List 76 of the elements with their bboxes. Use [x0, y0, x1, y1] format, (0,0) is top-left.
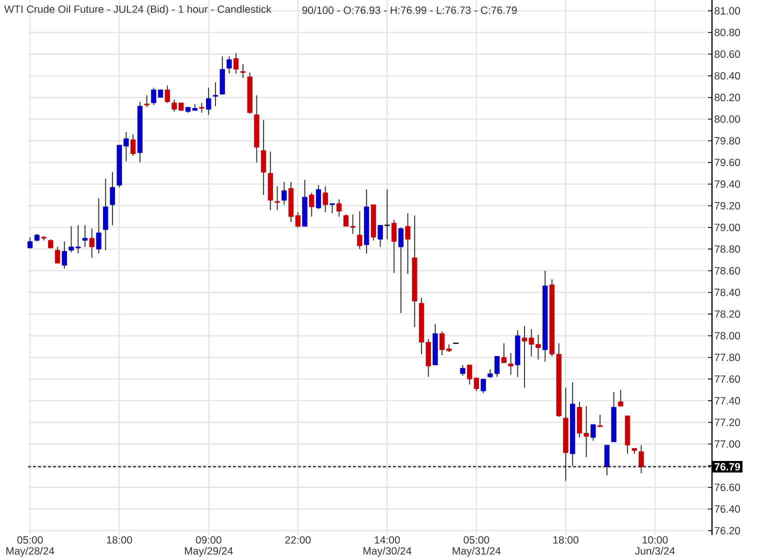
candlestick [240, 63, 246, 78]
y-tick-label: 81.00 [714, 7, 740, 15]
candlestick [357, 210, 362, 250]
candlestick [62, 241, 67, 270]
candlestick [206, 87, 212, 116]
x-tick-label: 05:00 May/28/24 [6, 536, 54, 557]
y-tick-label: 80.40 [714, 72, 740, 80]
y-tick-label: 79.20 [714, 202, 740, 210]
y-tick-label: 80.00 [714, 115, 740, 123]
candlestick [466, 364, 472, 385]
candlestick [226, 56, 232, 74]
candlestick [336, 198, 342, 218]
y-tick-label: 76.20 [714, 526, 740, 534]
candlestick [212, 82, 218, 107]
y-tick-label: 79.60 [714, 158, 740, 166]
y-tick-label: 78.60 [714, 267, 740, 274]
candlestick [89, 228, 94, 258]
y-tick-label: 80.60 [714, 50, 740, 58]
y-tick-label: 80.20 [714, 94, 740, 102]
candlestick [82, 224, 88, 248]
y-tick-label: 78.20 [714, 310, 740, 318]
candlestick [590, 424, 596, 442]
y-tick-label: 77.80 [714, 354, 740, 362]
candlestick [199, 102, 204, 114]
candlestick [378, 224, 383, 248]
y-tick-label: 77.60 [714, 375, 740, 383]
candlestick [96, 198, 102, 254]
candlestick [405, 212, 410, 274]
y-tick-label: 79.40 [714, 180, 740, 188]
candlestick [309, 192, 314, 218]
candlestick [604, 444, 610, 476]
ref-line-label: 76.79 [714, 463, 740, 470]
candlestick [103, 178, 108, 251]
candlestick [480, 378, 486, 394]
candlestick [110, 172, 116, 226]
candlestick [260, 120, 266, 196]
chart-title: WTI Crude Oil Future - JUL24 (Bid) - 1 hour - Candlestick [4, 5, 272, 15]
candlestick [597, 414, 603, 428]
candlestick [130, 134, 136, 156]
candlestick [27, 236, 33, 249]
chart-subtitle: 90/100 - O:76.93 - H:76.99 - L:76.73 - C:76.79 [302, 6, 517, 14]
candlestick [638, 444, 644, 474]
candlestick [274, 186, 280, 211]
x-tick-label: 18:00 [106, 536, 132, 544]
x-tick-label: 22:00 [285, 536, 311, 544]
candlestick [391, 219, 397, 274]
y-tick-label: 77.40 [714, 396, 740, 404]
candlestick [54, 246, 60, 264]
candlestick [460, 364, 466, 376]
candlestick [234, 52, 239, 74]
y-tick-label: 77.20 [714, 418, 740, 426]
x-tick-label: 09:00 May/29/24 [184, 536, 233, 557]
y-tick-label: 79.80 [714, 137, 740, 145]
candlestick [322, 186, 328, 213]
candlestick [474, 377, 480, 392]
x-tick-label: 05:00 May/31/24 [452, 536, 501, 557]
x-tick-label: 14:00 May/30/24 [364, 536, 412, 557]
candlestick [282, 181, 287, 206]
candlestick [501, 342, 507, 364]
y-tick-label: 80.80 [714, 28, 740, 36]
candlestick [316, 184, 322, 210]
x-tick-label: 10:00 Jun/3/24 [635, 536, 675, 555]
y-tick-label: 76.60 [714, 484, 740, 492]
x-tick-label: 18:00 [553, 536, 578, 544]
candlestick [144, 94, 150, 108]
y-tick-label: 78.00 [714, 332, 740, 340]
y-tick-label: 78.40 [714, 288, 740, 296]
candlestick [330, 203, 335, 214]
candlestick [618, 389, 624, 407]
y-tick-label: 78.80 [714, 245, 740, 253]
candlestick [398, 226, 404, 314]
y-tick-label: 79.00 [714, 224, 740, 232]
candlestick [508, 352, 514, 376]
y-tick-label: 76.40 [714, 505, 740, 513]
candlestick [164, 85, 170, 104]
y-tick-label: 77.00 [714, 440, 740, 448]
